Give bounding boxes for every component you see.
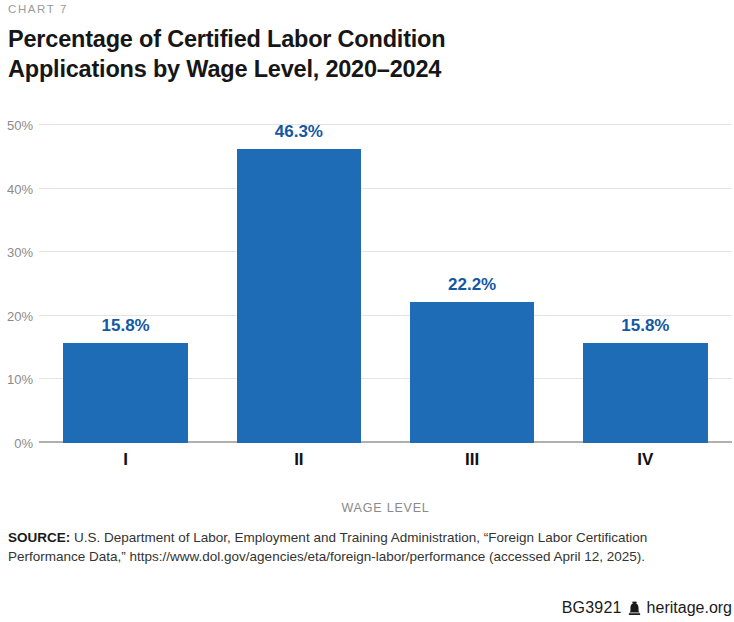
y-axis-tick-labels: 0%10%20%30%40%50% xyxy=(0,125,33,443)
bar-value-label-II: 46.3% xyxy=(275,122,323,142)
bar-wage-level-I xyxy=(63,343,188,443)
x-tick-label-III: III xyxy=(465,450,479,470)
x-tick-label-II: II xyxy=(294,450,303,470)
chart-title: Percentage of Certified Labor Condition … xyxy=(8,24,548,84)
gridline-50 xyxy=(39,124,732,125)
x-tick-label-IV: IV xyxy=(637,450,653,470)
gridline-30 xyxy=(39,251,732,252)
bar-value-label-I: 15.8% xyxy=(102,316,150,336)
x-axis-title: WAGE LEVEL xyxy=(39,501,732,515)
bar-value-label-III: 22.2% xyxy=(448,275,496,295)
y-tick-label-0: 0% xyxy=(14,436,33,451)
source-label: SOURCE: xyxy=(8,530,70,545)
y-tick-label-20: 20% xyxy=(7,308,33,323)
y-tick-label-40: 40% xyxy=(7,181,33,196)
plot-area: 15.8% 46.3% 22.2% 15.8% xyxy=(39,125,732,443)
x-axis-tick-labels: IIIIIIIV xyxy=(39,450,732,472)
gridline-40 xyxy=(39,188,732,189)
heritage-bell-icon xyxy=(627,601,642,616)
chart-figure: CHART 7 Percentage of Certified Labor Co… xyxy=(0,0,734,622)
source-note: SOURCE: U.S. Department of Labor, Employ… xyxy=(8,528,656,566)
bar-value-label-IV: 15.8% xyxy=(621,316,669,336)
y-tick-label-10: 10% xyxy=(7,372,33,387)
bar-wage-level-III xyxy=(410,302,535,443)
bar-wage-level-II xyxy=(237,149,362,443)
source-text: U.S. Department of Labor, Employment and… xyxy=(8,530,647,564)
y-tick-label-50: 50% xyxy=(7,118,33,133)
y-tick-label-30: 30% xyxy=(7,245,33,260)
report-id: BG3921 xyxy=(562,599,622,617)
bar-wage-level-IV xyxy=(583,343,708,443)
site-name: heritage.org xyxy=(647,599,732,617)
x-tick-label-I: I xyxy=(123,450,128,470)
chart-kicker: CHART 7 xyxy=(8,3,68,15)
footer: BG3921 heritage.org xyxy=(562,599,732,617)
